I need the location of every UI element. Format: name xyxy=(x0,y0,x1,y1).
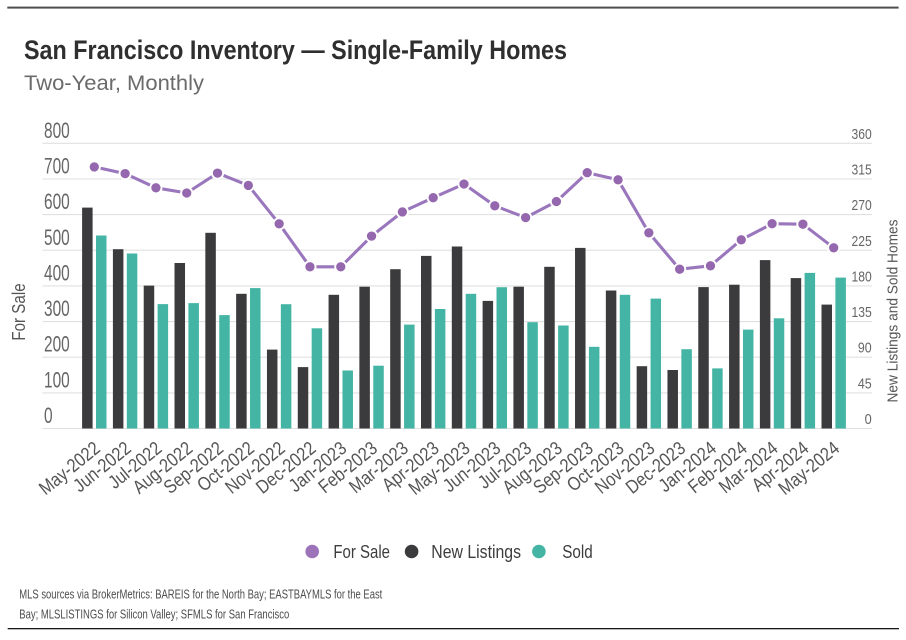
svg-text:MLS sources via BrokerMetrics:: MLS sources via BrokerMetrics: BAREIS fo… xyxy=(19,587,382,602)
svg-text:180: 180 xyxy=(852,268,872,285)
svg-text:200: 200 xyxy=(44,332,70,357)
svg-text:300: 300 xyxy=(44,296,70,321)
svg-text:0: 0 xyxy=(865,411,872,428)
svg-text:800: 800 xyxy=(44,118,70,143)
svg-text:100: 100 xyxy=(44,367,70,392)
svg-text:New Listings and Sold Homes: New Listings and Sold Homes xyxy=(885,220,902,403)
svg-text:For Sale: For Sale xyxy=(9,283,29,340)
svg-text:For Sale: For Sale xyxy=(333,541,390,562)
svg-text:225: 225 xyxy=(852,233,872,250)
svg-text:San Francisco Inventory — Sing: San Francisco Inventory — Single-Family … xyxy=(24,35,567,65)
svg-text:700: 700 xyxy=(44,154,70,179)
svg-text:135: 135 xyxy=(852,304,872,321)
svg-text:600: 600 xyxy=(44,189,70,214)
svg-text:400: 400 xyxy=(44,260,70,285)
svg-text:Sold: Sold xyxy=(562,541,593,562)
svg-text:360: 360 xyxy=(852,126,872,143)
svg-text:Bay; MLSLISTINGS for Silicon V: Bay; MLSLISTINGS for Silicon Valley; SFM… xyxy=(19,607,289,622)
svg-text:270: 270 xyxy=(852,197,872,214)
svg-text:New Listings: New Listings xyxy=(431,541,521,562)
svg-text:Two-Year, Monthly: Two-Year, Monthly xyxy=(24,72,205,95)
svg-text:0: 0 xyxy=(44,403,53,428)
svg-text:45: 45 xyxy=(858,375,872,392)
svg-text:90: 90 xyxy=(858,340,872,357)
svg-text:315: 315 xyxy=(852,162,872,179)
svg-text:500: 500 xyxy=(44,225,70,250)
